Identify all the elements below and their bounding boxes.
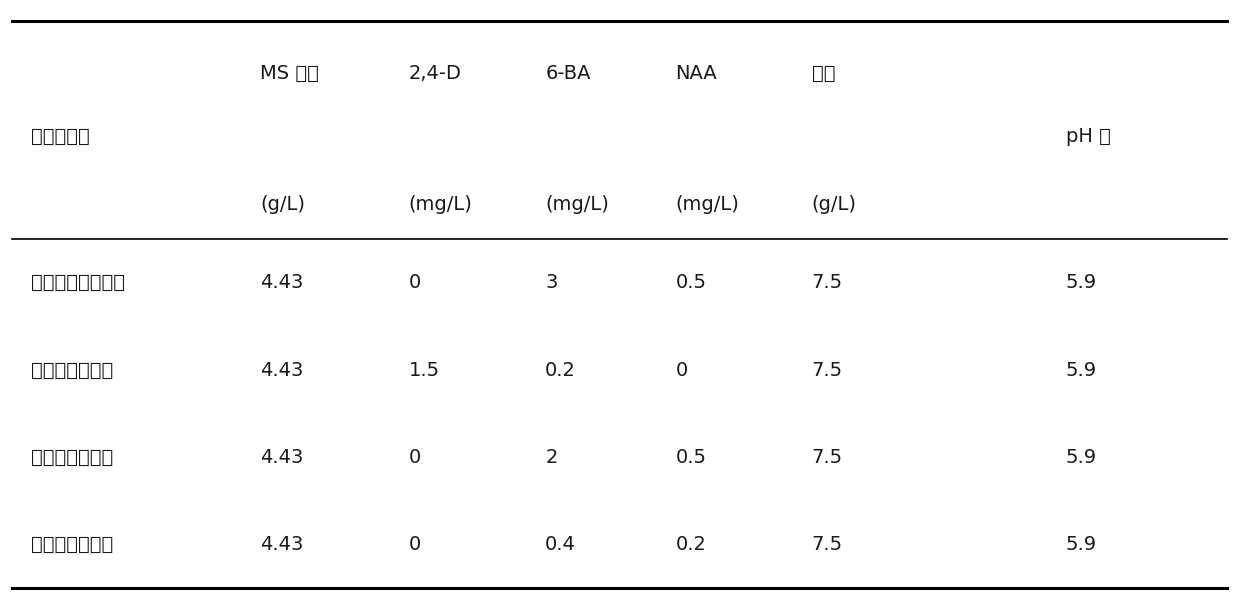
Text: 0.5: 0.5 [675, 273, 706, 293]
Text: (mg/L): (mg/L) [675, 195, 740, 215]
Text: 7.5: 7.5 [812, 448, 843, 467]
Text: 愈伤诱导培养基: 愈伤诱导培养基 [31, 361, 113, 379]
Text: 丛生芽诱导培养基: 丛生芽诱导培养基 [31, 273, 125, 293]
Text: 2,4-D: 2,4-D [409, 64, 462, 84]
Text: 5.9: 5.9 [1066, 534, 1097, 554]
Text: 2: 2 [545, 448, 558, 467]
Text: (g/L): (g/L) [812, 195, 856, 215]
Text: NAA: NAA [675, 64, 717, 84]
Text: 0: 0 [409, 273, 421, 293]
Text: 4.43: 4.43 [260, 534, 304, 554]
Text: 5.9: 5.9 [1066, 448, 1097, 467]
Text: 0: 0 [409, 534, 421, 554]
Text: (g/L): (g/L) [260, 195, 305, 215]
Text: 0.2: 0.2 [545, 361, 576, 379]
Text: 0.4: 0.4 [545, 534, 576, 554]
Text: 培养基名称: 培养基名称 [31, 127, 89, 146]
Text: 4.43: 4.43 [260, 448, 304, 467]
Text: (mg/L): (mg/L) [545, 195, 610, 215]
Text: 6-BA: 6-BA [545, 64, 591, 84]
Text: 3: 3 [545, 273, 558, 293]
Text: 壮苗生根培养基: 壮苗生根培养基 [31, 534, 113, 554]
Text: 0.5: 0.5 [675, 448, 706, 467]
Text: pH 值: pH 值 [1066, 127, 1110, 146]
Text: 4.43: 4.43 [260, 361, 304, 379]
Text: 7.5: 7.5 [812, 273, 843, 293]
Text: 0: 0 [409, 448, 421, 467]
Text: 5.9: 5.9 [1066, 273, 1097, 293]
Text: 愈伤分化培养基: 愈伤分化培养基 [31, 448, 113, 467]
Text: 琼脂: 琼脂 [812, 64, 835, 84]
Text: 7.5: 7.5 [812, 361, 843, 379]
Text: 7.5: 7.5 [812, 534, 843, 554]
Text: 1.5: 1.5 [409, 361, 440, 379]
Text: 4.43: 4.43 [260, 273, 304, 293]
Text: 0: 0 [675, 361, 688, 379]
Text: 5.9: 5.9 [1066, 361, 1097, 379]
Text: (mg/L): (mg/L) [409, 195, 473, 215]
Text: MS 干粉: MS 干粉 [260, 64, 320, 84]
Text: 0.2: 0.2 [675, 534, 706, 554]
